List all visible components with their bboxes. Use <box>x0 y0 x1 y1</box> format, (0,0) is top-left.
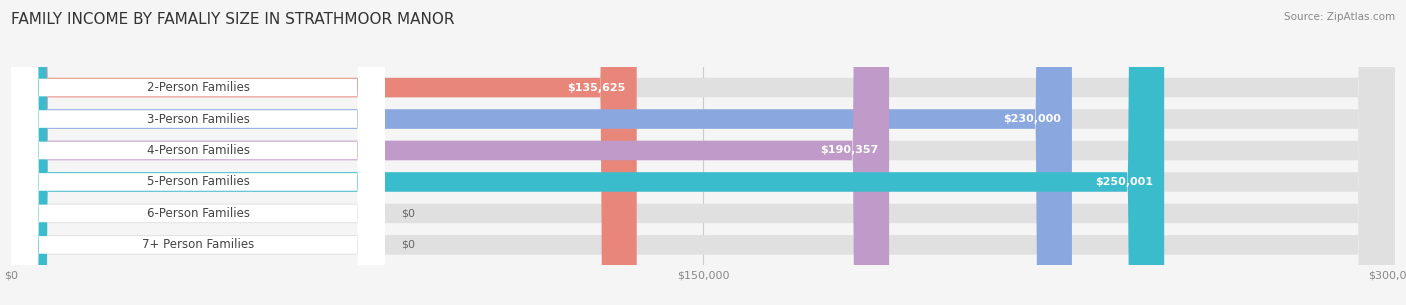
FancyBboxPatch shape <box>11 0 1395 305</box>
Text: 7+ Person Families: 7+ Person Families <box>142 239 254 251</box>
FancyBboxPatch shape <box>11 0 385 305</box>
FancyBboxPatch shape <box>11 0 1395 305</box>
Text: FAMILY INCOME BY FAMALIY SIZE IN STRATHMOOR MANOR: FAMILY INCOME BY FAMALIY SIZE IN STRATHM… <box>11 12 454 27</box>
Text: $250,001: $250,001 <box>1095 177 1153 187</box>
FancyBboxPatch shape <box>11 0 1395 305</box>
Text: $0: $0 <box>401 240 415 250</box>
FancyBboxPatch shape <box>11 0 385 305</box>
FancyBboxPatch shape <box>11 0 1395 305</box>
FancyBboxPatch shape <box>11 0 385 305</box>
FancyBboxPatch shape <box>11 0 385 305</box>
Text: $135,625: $135,625 <box>568 83 626 92</box>
FancyBboxPatch shape <box>11 0 385 305</box>
Text: 5-Person Families: 5-Person Families <box>146 175 249 188</box>
Text: $190,357: $190,357 <box>820 145 877 156</box>
Text: $0: $0 <box>401 208 415 218</box>
Text: $230,000: $230,000 <box>1002 114 1062 124</box>
Text: 6-Person Families: 6-Person Families <box>146 207 249 220</box>
FancyBboxPatch shape <box>11 0 1395 305</box>
FancyBboxPatch shape <box>11 0 1071 305</box>
FancyBboxPatch shape <box>11 0 1164 305</box>
Text: 4-Person Families: 4-Person Families <box>146 144 249 157</box>
FancyBboxPatch shape <box>11 0 889 305</box>
FancyBboxPatch shape <box>11 0 385 305</box>
FancyBboxPatch shape <box>11 0 637 305</box>
Text: Source: ZipAtlas.com: Source: ZipAtlas.com <box>1284 12 1395 22</box>
Text: 2-Person Families: 2-Person Families <box>146 81 249 94</box>
Text: 3-Person Families: 3-Person Families <box>146 113 249 126</box>
FancyBboxPatch shape <box>11 0 1395 305</box>
